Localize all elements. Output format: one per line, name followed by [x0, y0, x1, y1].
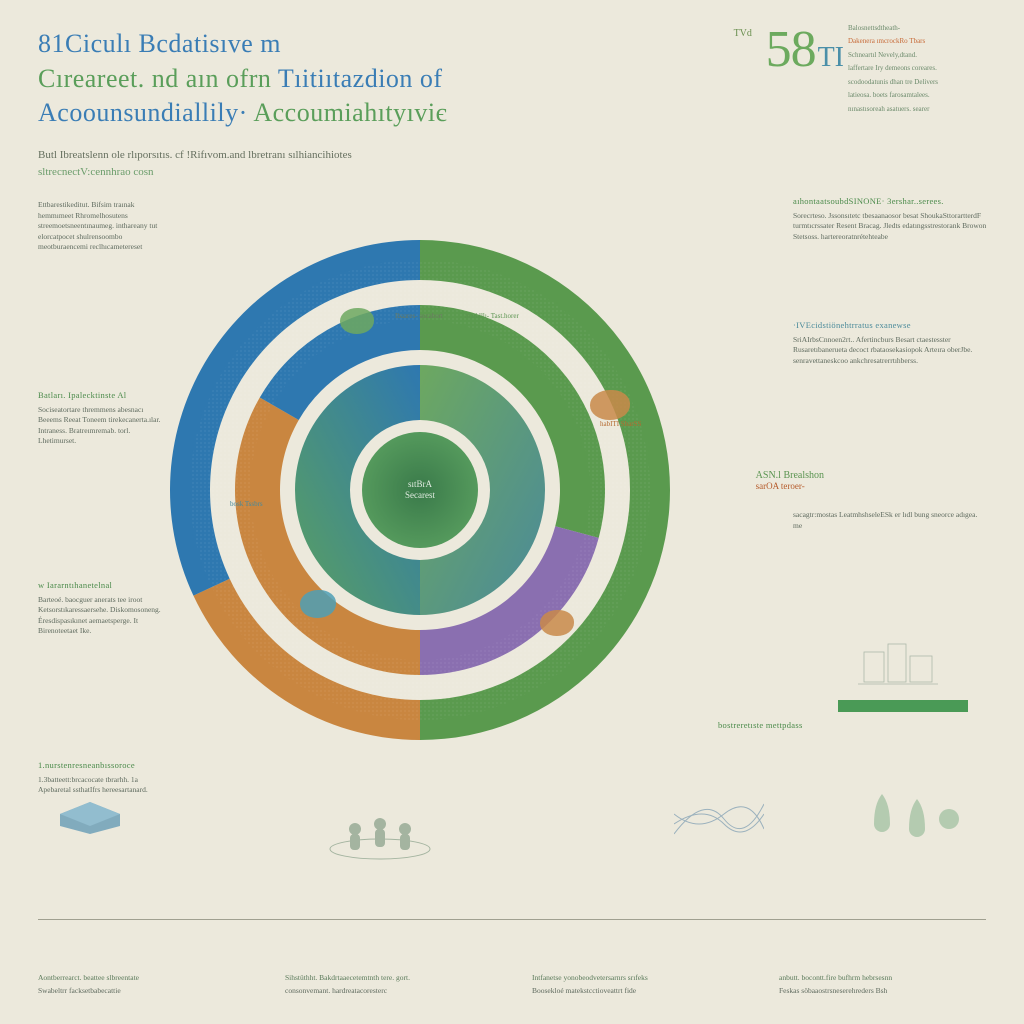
stat-tag: TVd	[734, 28, 752, 39]
subtitle-2: sltrecnectV:cennhrao cosn	[38, 165, 558, 180]
stat-unit: TI	[818, 42, 844, 73]
concentric-donut-chart: sıtBrA Secarest	[140, 210, 700, 770]
stat-desc-0: Balosnettsdtheath-	[848, 24, 988, 33]
subtitle-1: Butl Ibreatslenn ole rlıporsıtıs. cf !Ri…	[38, 149, 352, 161]
side-heading: 1.nurstenresneanbıssoroce	[38, 760, 168, 772]
footer-columns: Aontberrearct. beattee slbreentate Swabe…	[38, 973, 986, 996]
center-label-2: Secarest	[405, 490, 435, 501]
blob-icon	[340, 308, 374, 334]
footer-body: Swabeltrr facksetbabecattie	[38, 986, 121, 995]
right-badge: ASN.l Brealshon sarOA teroer-	[756, 470, 824, 491]
side-block-top-right-2: ·IVEcidstiönehtrratus exanewse SriAIrbsC…	[793, 320, 988, 366]
title-3a: Acoounsundiallily·	[38, 98, 248, 127]
footer-body: consonvemant. hardreatacoresterc	[285, 986, 387, 995]
inner-annotation: Ibaares- socabort	[395, 312, 455, 320]
side-body: Barteoé. baocguer anerats tee iroot Kets…	[38, 595, 161, 636]
footer-heading: Aontberrearct. beattee slbreentate	[38, 973, 245, 984]
stat-desc-1: Dakenera ımcrockRo Tbars	[848, 37, 988, 46]
footer-col: Aontberrearct. beattee slbreentate Swabe…	[38, 973, 245, 996]
footer-col: Sihstüthht. Bakdrtaaecetemtnth tere. gor…	[285, 973, 492, 996]
subtitle: Butl Ibreatslenn ole rlıporsıtıs. cf !Ri…	[38, 148, 558, 181]
footer-body: Feskas söbaaostrsneserehreders Bsh	[779, 986, 887, 995]
footer-heading: Intfanetse yonobeodvetersarnrs srıfeks	[532, 973, 739, 984]
side-heading: Batları. Ipalecktinste Al	[38, 390, 168, 402]
title-2b: Tıitiıtazdion of	[278, 64, 443, 93]
side-block-top-left: Ettbarestikeditut. Bifsim traınak hemmım…	[38, 200, 168, 253]
side-heading: aıhontaatsoubdSINONE· 3ershar..serees.	[793, 196, 988, 208]
title-2a: Cırearеet. nd aın ofrn	[38, 64, 271, 93]
footer-body: Boosekloé matekstcctioveattrt fide	[532, 986, 636, 995]
badge-line-1: ASN.l Brealshon	[756, 470, 824, 481]
stat-desc-3: laffertare Iry demeons coreares.	[848, 64, 988, 73]
footer-heading: Sihstüthht. Bakdrtaaecetemtnth tere. gor…	[285, 973, 492, 984]
footer-heading: anbutt. bocontt.fire bufhrm hebrsesnn	[779, 973, 986, 984]
title-line-1: 81Ciculı Bcdatisıve m	[38, 28, 598, 61]
green-bar-icon	[838, 700, 968, 712]
footer-col: Intfanetse yonobeodvetersarnrs srıfeks B…	[532, 973, 739, 996]
flow-lines-icon	[674, 784, 764, 844]
title-3b: Accoumiahıtyıviє	[253, 98, 447, 127]
block-3d-icon	[60, 784, 140, 834]
side-body: Ettbarestikeditut. Bifsim traınak hemmım…	[38, 200, 157, 251]
side-heading: w Iararntıhanetelnal	[38, 580, 168, 592]
people-network-icon	[320, 794, 440, 864]
side-block-mid-right: sacagtr:mostas LeatmhshseleESk er lıdl b…	[793, 510, 988, 531]
stat-desc-5: latieosa. boets farosamtalees.	[848, 91, 988, 100]
footer-rule	[38, 919, 986, 920]
stat-description: Balosnettsdtheath- Dakenera ımcrockRo Tb…	[848, 24, 988, 118]
blob-icon	[540, 610, 574, 636]
side-block-mid-left-1: Batları. Ipalecktinste Al Sociseatortare…	[38, 390, 168, 447]
stat-desc-2: Schneartıl Nevely,dtand.	[848, 51, 988, 60]
title-line-3: Acoounsundiallily· Accoumiahıtyıviє	[38, 97, 598, 130]
title-line-2: Cırearеet. nd aın ofrn Tıitiıtazdion of	[38, 63, 598, 96]
side-heading: bostreretıste mettpdass	[718, 720, 848, 732]
stat-value: 58	[766, 21, 816, 78]
side-block-mid-left-2: w Iararntıhanetelnal Barteoé. baocguer a…	[38, 580, 168, 637]
side-block-top-right-1: aıhontaatsoubdSINONE· 3ershar..serees. S…	[793, 196, 988, 242]
side-body: Sorecrteso. Jssonsıtetc tbesaanaosor bes…	[793, 211, 986, 241]
blob-icon	[300, 590, 336, 618]
center-label-1: sıtBrA	[405, 479, 435, 490]
stat-desc-6: nınastısoreah asatuers. searer	[848, 105, 988, 114]
big-stat: TVd 58TI	[766, 20, 844, 79]
title-block: 81Ciculı Bcdatisıve m Cırearеet. nd aın …	[38, 28, 598, 180]
side-body: sacagtr:mostas LeatmhshseleESk er lıdl b…	[793, 510, 977, 530]
footer-col: anbutt. bocontt.fire bufhrm hebrsesnn Fe…	[779, 973, 986, 996]
drops-icon	[854, 784, 964, 844]
side-block-bottom-right-1: bostreretıste mettpdass	[718, 720, 848, 735]
side-body: SriAIrbsCnnoen2rt.. Afertincburs Besart …	[793, 335, 972, 365]
side-body: Sociseatortare thremmens abesnacı Beeems…	[38, 405, 160, 446]
blob-icon	[590, 390, 630, 420]
badge-line-2: sarOA teroer-	[756, 481, 824, 491]
inner-annotation: bosk Tssbrs	[230, 500, 280, 508]
stat-desc-4: scodoodatunis dhan tre Delivers	[848, 78, 988, 87]
inner-annotation: habITI SbarSS	[600, 420, 650, 428]
inner-annotation: maıhlllı- Tast.horer	[465, 312, 525, 320]
center-label: sıtBrA Secarest	[405, 479, 435, 501]
side-heading: ·IVEcidstiönehtrratus exanewse	[793, 320, 988, 332]
building-sketch-icon	[858, 640, 938, 688]
